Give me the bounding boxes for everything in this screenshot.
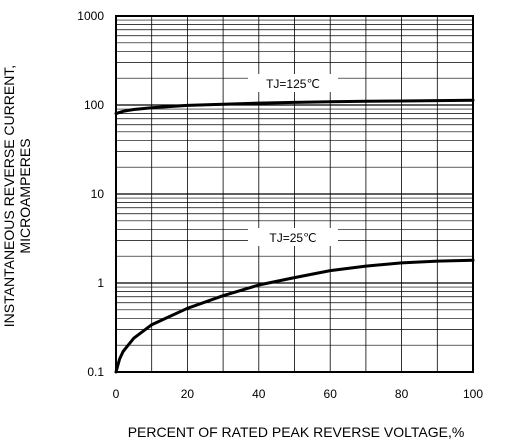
series-line-2	[114, 258, 475, 374]
series-labels: TJ=125℃ TJ=25℃	[248, 74, 338, 246]
series-label-2: TJ=25℃	[269, 231, 316, 245]
x-tick-label: 100	[463, 387, 483, 401]
y-tick-label: 10	[91, 187, 105, 201]
y-tick-label: 1000	[77, 9, 104, 23]
series-label-bg-2	[248, 228, 338, 246]
x-tick-label: 0	[113, 387, 120, 401]
y-tick-label: 0.1	[87, 365, 104, 379]
x-tick-labels: 0 20 40 60 80 100	[113, 387, 484, 401]
x-tick-label: 40	[252, 387, 266, 401]
y-tick-label: 1	[97, 276, 104, 290]
x-tick-label: 20	[181, 387, 195, 401]
y-axis-label-line1: INSTANTANEOUS REVERSE CURRENT,	[1, 65, 17, 327]
grid	[116, 16, 473, 372]
x-tick-label: 80	[395, 387, 409, 401]
series-label-1: TJ=125℃	[266, 77, 320, 91]
y-axis-label-line2: MICROAMPERES	[17, 138, 33, 253]
series-line-1	[114, 98, 475, 116]
x-axis-label: PERCENT OF RATED PEAK REVERSE VOLTAGE,%	[128, 424, 465, 440]
x-tick-label: 60	[324, 387, 338, 401]
y-tick-labels: 0.1 1 10 100 1000	[77, 9, 104, 379]
plot-frame	[115, 15, 474, 373]
series-label-bg-1	[248, 74, 338, 92]
series-lines	[114, 98, 475, 374]
y-tick-label: 100	[84, 98, 104, 112]
